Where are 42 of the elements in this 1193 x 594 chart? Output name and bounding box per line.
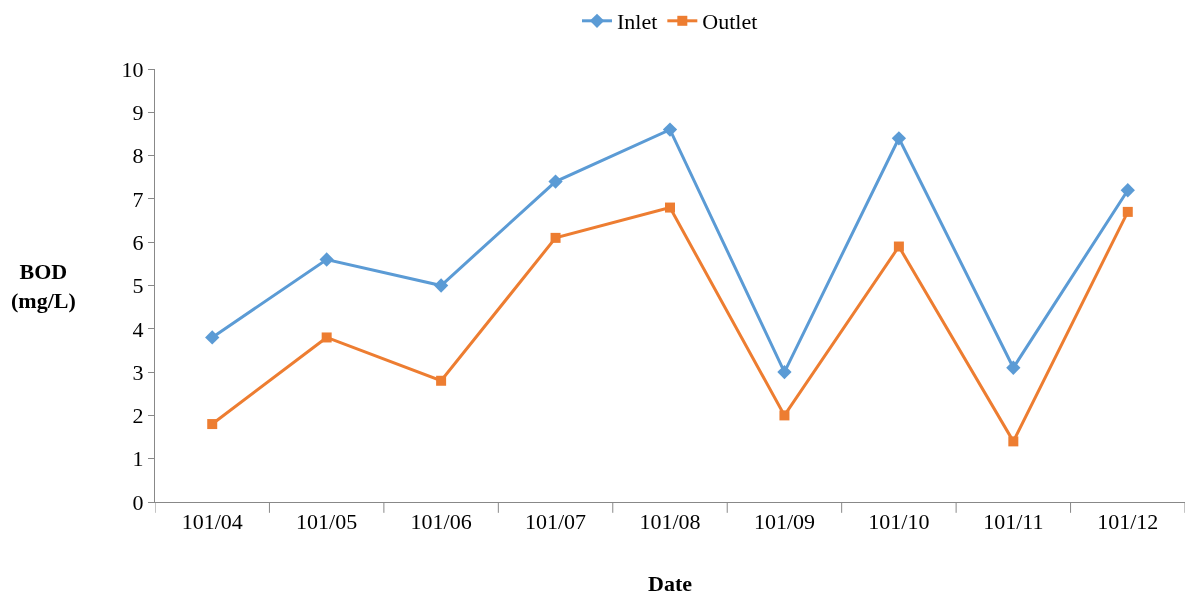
point xyxy=(779,410,790,421)
y-tick-label: 2 xyxy=(132,403,144,429)
point xyxy=(1006,360,1021,375)
x-tick-label: 101/12 xyxy=(1097,509,1159,535)
y-tick-label: 5 xyxy=(132,273,144,299)
y-tick-label: 4 xyxy=(132,316,144,342)
x-tick-label: 101/09 xyxy=(753,509,815,535)
y-tick-label: 7 xyxy=(132,186,144,212)
x-tick-label: 101/05 xyxy=(296,509,358,535)
y-tick-label: 0 xyxy=(132,489,144,515)
point xyxy=(207,419,218,430)
y-tick-label: 10 xyxy=(121,56,144,82)
legend-label: Outlet xyxy=(702,9,758,35)
point xyxy=(319,252,334,267)
point xyxy=(433,278,449,293)
y-tick-label: 1 xyxy=(132,446,144,472)
point xyxy=(1120,183,1135,198)
x-tick-label: 101/07 xyxy=(525,509,587,535)
point xyxy=(1122,206,1133,217)
x-tick-label: 101/04 xyxy=(181,509,243,535)
x-tick-label: 101/10 xyxy=(868,509,930,535)
point xyxy=(436,375,447,386)
point xyxy=(550,232,561,243)
point xyxy=(665,202,675,213)
legend-label: Inlet xyxy=(617,9,658,35)
x-tick-label: 101/06 xyxy=(410,509,472,535)
y-tick-label: 9 xyxy=(132,100,144,125)
y-axis-title: BOD (mg/L) xyxy=(11,259,76,313)
y-tick-label: 6 xyxy=(132,229,144,255)
point xyxy=(777,364,792,380)
point xyxy=(891,131,907,146)
point xyxy=(893,241,904,252)
point xyxy=(1008,436,1019,447)
x-tick-label: 101/08 xyxy=(639,509,701,535)
x-tick-label: 101/11 xyxy=(983,509,1044,535)
point xyxy=(662,122,678,137)
x-axis-title: Date xyxy=(648,571,693,594)
point xyxy=(548,174,563,189)
point xyxy=(205,330,220,345)
point xyxy=(321,332,332,343)
y-tick-label: 8 xyxy=(132,143,144,169)
y-tick-label: 3 xyxy=(132,359,144,385)
